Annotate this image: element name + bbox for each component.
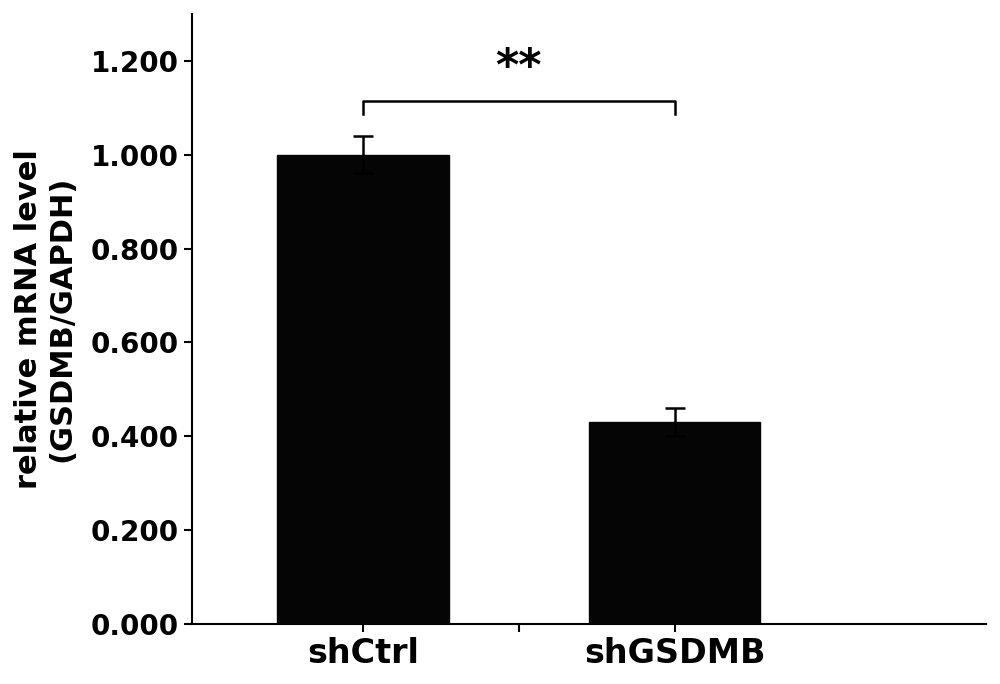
Bar	[277, 155, 449, 624]
Y-axis label: relative mRNA level
(GSDMB/GAPDH): relative mRNA level (GSDMB/GAPDH)	[14, 149, 76, 489]
Text: **: **	[496, 46, 542, 89]
Bar	[589, 422, 760, 624]
